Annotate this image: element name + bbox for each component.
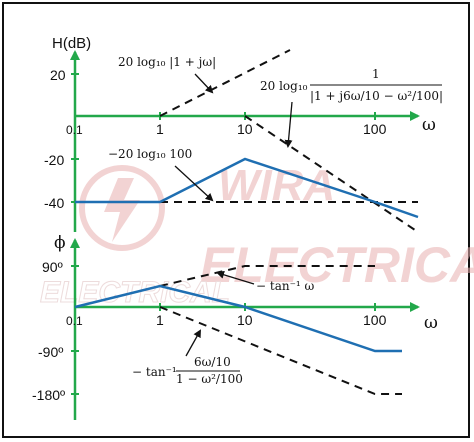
zero-asymptote-line <box>159 49 291 117</box>
phase-pole-asymptote <box>159 306 402 395</box>
phase-zero-term-label: − tan⁻¹ ω <box>256 279 315 293</box>
y-tick-label-neg20: -20 <box>44 152 64 168</box>
y-tick-label-neg40: -40 <box>44 195 64 211</box>
phase-pole-term-prefix: − tan⁻¹ <box>132 365 177 379</box>
phase-pole-term-numerator: 6ω/10 <box>194 355 231 369</box>
phase-curve <box>74 284 402 353</box>
pole-term-prefix: 20 log₁₀ <box>260 79 308 93</box>
magnitude-plot: H(dB) ω 20 -20 -40 0.1 1 10 100 20 log₁₀… <box>44 35 443 233</box>
pole-term-numerator: 1 <box>372 67 380 81</box>
x-tick-label-10: 10 <box>237 121 253 137</box>
x-tick-label-0.1: 0.1 <box>66 123 83 137</box>
phase-x-tick-label-0.1: 0.1 <box>66 314 83 328</box>
phase-y-tick-label-neg90: -90º <box>38 344 63 360</box>
constant-term-label: −20 log₁₀ 100 <box>108 147 192 161</box>
pole-asymptote-line <box>244 115 419 233</box>
zero-term-pointer <box>194 73 214 94</box>
phase-y-tick-label-90: 90º <box>42 259 63 275</box>
watermark-ring <box>79 165 165 251</box>
pole-term-denominator: |1 + j6ω/10 − ω²/100| <box>310 89 443 103</box>
phase-y-label: ϕ <box>54 233 66 253</box>
x-tick-label-100: 100 <box>363 121 387 137</box>
watermark-bolt-icon <box>104 178 140 242</box>
zero-term-label: 20 log₁₀ |1 + jω| <box>118 55 216 69</box>
constant-term-pointer <box>174 165 214 202</box>
phase-zero-term-pointer <box>216 270 255 285</box>
phase-x-tick-label-10: 10 <box>237 312 253 328</box>
phase-x-tick-label-100: 100 <box>363 312 387 328</box>
phase-pole-term-denominator: 1 − ω²/100 <box>176 372 243 386</box>
pole-term-pointer <box>284 101 293 148</box>
y-tick-label-20: 20 <box>50 67 66 83</box>
phase-x-label: ω <box>424 313 438 333</box>
phase-plot: ϕ ω 90º -90º -180º 0.1 1 10 100 − tan⁻¹ … <box>32 233 438 420</box>
magnitude-x-label: ω <box>422 115 436 135</box>
magnitude-curve <box>75 157 419 219</box>
phase-y-tick-label-neg180: -180º <box>32 387 65 403</box>
magnitude-y-label: H(dB) <box>52 35 91 52</box>
phase-x-tick-label-1: 1 <box>156 312 164 328</box>
figure-frame <box>2 2 470 438</box>
phase-pole-term-pointer <box>185 329 201 357</box>
watermark-line2: ELECTRICAL <box>200 237 474 293</box>
x-tick-label-1: 1 <box>156 121 164 137</box>
phase-zero-asymptote <box>159 265 375 287</box>
